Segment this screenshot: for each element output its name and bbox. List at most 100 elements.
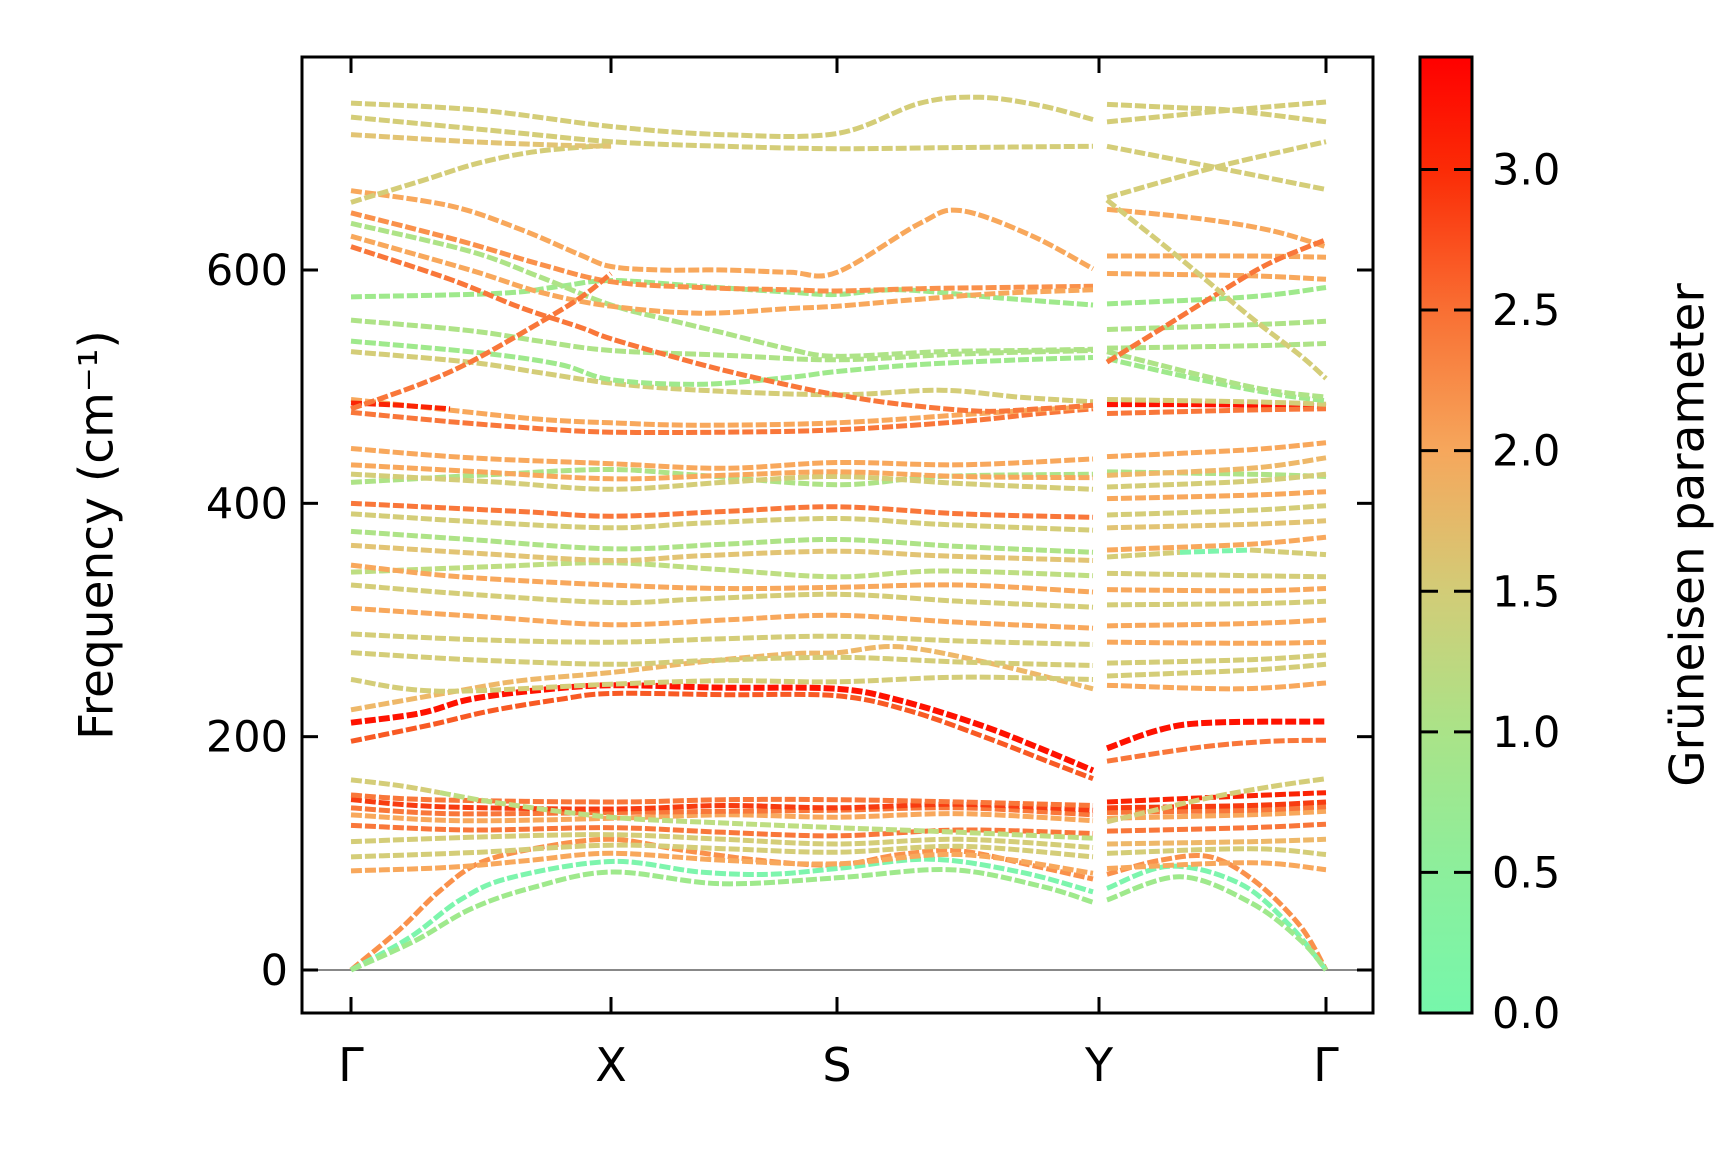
x-tick-label: Γ — [1313, 1038, 1339, 1092]
phonon-band — [350, 650, 1094, 668]
y-tick-label: 200 — [206, 713, 288, 763]
phonon-band — [1106, 503, 1327, 518]
phonon-band — [350, 511, 1094, 533]
phonon-band — [1106, 836, 1327, 847]
phonon-band — [1106, 318, 1327, 332]
phonon-band — [1249, 547, 1327, 558]
phonon-band — [350, 114, 1094, 152]
phonon-band — [350, 605, 1094, 631]
colorbar-label: Grüneisen parameter — [1660, 283, 1716, 787]
phonon-band — [350, 317, 1094, 363]
phonon-band — [1106, 489, 1327, 502]
colorbar: 0.0 0.5 1.0 1.5 2.0 2.5 3.0 — [1418, 55, 1560, 1039]
phonon-band — [1105, 198, 1328, 381]
phonon-band — [1106, 349, 1327, 400]
phonon-band — [1106, 821, 1327, 834]
phonon-band — [350, 244, 1094, 414]
phonon-band — [350, 220, 1094, 359]
phonon-band — [1106, 790, 1327, 805]
x-tick-label: Y — [1084, 1038, 1114, 1092]
phonon-band — [1106, 799, 1327, 811]
colorbar-tick-label: 1.5 — [1492, 567, 1560, 617]
phonon-band — [1106, 356, 1327, 404]
phonon-band — [350, 850, 1094, 876]
phonon-band — [1105, 718, 1327, 752]
phonon-band — [1106, 253, 1327, 260]
phonon-bands — [349, 94, 1329, 973]
x-tick-label: X — [595, 1038, 627, 1092]
phonon-band — [350, 94, 1094, 139]
phonon-band — [1179, 547, 1251, 555]
phonon-band — [1106, 534, 1327, 553]
phonon-band — [1106, 455, 1327, 478]
phonon-band — [1106, 661, 1327, 679]
phonon-band — [350, 400, 451, 412]
phonon-band — [1106, 518, 1327, 531]
phonon-band — [350, 142, 612, 205]
phonon-band — [350, 210, 1094, 294]
colorbar-ticks — [1420, 167, 1472, 874]
y-tick-label: 0 — [261, 946, 288, 996]
phonon-band — [350, 500, 1094, 520]
phonon-band — [350, 462, 1094, 482]
phonon-band — [1106, 549, 1181, 560]
phonon-band — [1106, 808, 1327, 821]
phonon-band — [350, 471, 1094, 492]
colorbar-tick-label: 2.0 — [1492, 427, 1560, 477]
phonon-band — [350, 832, 1094, 850]
phonon-band — [1106, 852, 1329, 972]
phonon-band — [1106, 874, 1328, 972]
colorbar-gradient — [1418, 55, 1474, 1015]
colorbar-tick-label: 2.5 — [1492, 286, 1560, 336]
phonon-band — [350, 271, 613, 412]
phonon-band — [349, 867, 1094, 973]
phonon-band — [1106, 737, 1327, 764]
phonon-band — [349, 856, 1094, 973]
phonon-band — [350, 842, 1094, 860]
phonon-band — [350, 446, 1094, 471]
phonon-band — [1106, 804, 1327, 815]
phonon-band — [350, 406, 1094, 436]
phonon-band — [1106, 860, 1327, 873]
colorbar-tick-label: 0.0 — [1492, 989, 1560, 1039]
phonon-band — [349, 836, 1094, 972]
phonon-band — [350, 674, 1094, 694]
phonon-band — [350, 397, 1094, 428]
phonon-band — [350, 349, 1094, 405]
y-tick-label: 400 — [206, 479, 288, 529]
phonon-band — [350, 542, 1094, 564]
phonon-band — [1106, 143, 1327, 192]
tick-labels: 0 200 400 600 Γ X S Y Γ — [206, 246, 1339, 1092]
phonon-band — [1106, 570, 1327, 580]
phonon-band — [1106, 396, 1327, 407]
phonon-band — [350, 690, 1094, 782]
phonon-band — [1106, 586, 1327, 594]
phonon-band — [350, 562, 1094, 595]
phonon-band — [350, 233, 1094, 316]
colorbar-tick-label: 0.5 — [1492, 848, 1560, 898]
phonon-band — [350, 777, 441, 796]
phonon-band — [350, 792, 1094, 808]
phonon-band — [350, 805, 1094, 818]
x-tick-label: Γ — [338, 1038, 364, 1092]
y-axis-label: Frequency (cm⁻¹) — [69, 330, 125, 740]
phonon-band — [1106, 270, 1327, 282]
colorbar-tick-label: 3.0 — [1492, 146, 1560, 196]
plot-area: 0 200 400 600 Γ X S Y Γ — [206, 55, 1375, 1092]
phonon-band — [350, 811, 1094, 824]
y-tick-label: 600 — [206, 246, 288, 296]
phonon-band — [1106, 139, 1327, 201]
phonon-band — [1106, 285, 1327, 307]
phonon-band — [1106, 471, 1327, 490]
phonon-band — [1106, 406, 1327, 416]
phonon-band — [1106, 652, 1327, 666]
phonon-band — [1106, 341, 1327, 351]
phonon-band — [1106, 776, 1327, 825]
phonon-band — [1106, 680, 1327, 692]
phonon-band — [1106, 101, 1327, 125]
colorbar-tick-label: 1.0 — [1492, 708, 1560, 758]
phonon-band — [350, 682, 1095, 774]
phonon-band — [1106, 440, 1327, 460]
